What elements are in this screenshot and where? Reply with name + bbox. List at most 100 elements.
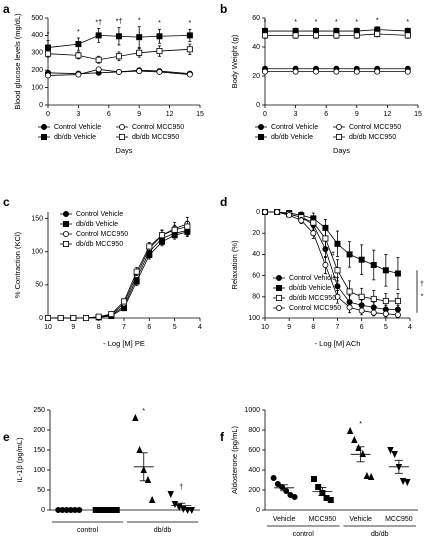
x-tick-label: 0 <box>263 111 267 118</box>
marker <box>121 298 128 305</box>
x-axis-title: - Log [M] ACh <box>315 339 361 348</box>
marker <box>374 68 381 75</box>
x-tick-label: 0 <box>46 111 50 118</box>
marker <box>270 474 277 481</box>
x-tick-label: 15 <box>196 111 204 118</box>
marker <box>261 208 268 215</box>
legend-marker <box>335 124 342 131</box>
annotation: * <box>335 19 338 26</box>
marker <box>394 311 401 318</box>
x-tick-label: 9 <box>137 111 141 118</box>
x-axis-title: - Log [M] PE <box>103 339 145 348</box>
x-axis-title: Days <box>333 146 350 155</box>
marker <box>370 261 377 268</box>
y-tick-label: 200 <box>31 67 43 74</box>
y-tick-label: 500 <box>31 15 43 22</box>
legend-label: Control MCC950 <box>132 124 184 131</box>
x-tick-label: 15 <box>414 111 422 118</box>
panel-label: c <box>3 195 10 209</box>
y-tick-label: 0 <box>39 315 43 322</box>
x-tick-label: 8 <box>97 324 101 331</box>
marker <box>115 68 122 75</box>
x-tick-label: 12 <box>384 111 392 118</box>
marker <box>346 288 353 295</box>
x-tick-label: 8 <box>311 324 315 331</box>
x-tick-label: 5 <box>384 324 388 331</box>
annotation: * <box>376 18 379 25</box>
marker <box>382 267 389 274</box>
legend-marker <box>63 210 70 217</box>
y-tick-label: 100 <box>31 84 43 91</box>
marker <box>351 435 358 444</box>
legend-label: Control MCC950 <box>76 231 128 238</box>
legend-label: db/db Vehicle <box>289 285 331 292</box>
annotation: * <box>158 20 161 27</box>
annotation: * <box>294 19 297 26</box>
y-tick-label: 100 <box>33 467 45 474</box>
marker <box>333 32 340 39</box>
x-tick-label: 12 <box>166 111 174 118</box>
x-tick-label: 4 <box>408 324 412 331</box>
y-tick-label: 1000 <box>244 407 260 414</box>
legend-marker <box>63 220 70 227</box>
x-tick-label: Vehicle <box>273 516 296 523</box>
legend-marker <box>275 284 282 291</box>
y-axis-title: IL-1β (pg/mL) <box>15 437 24 483</box>
marker <box>167 490 174 499</box>
marker <box>394 270 401 277</box>
marker <box>45 72 52 79</box>
annotation: * <box>142 408 145 415</box>
x-tick-label: 3 <box>294 111 298 118</box>
marker <box>346 426 354 435</box>
x-tick-label: 7 <box>122 324 126 331</box>
panel-label: b <box>220 2 227 16</box>
y-tick-label: 100 <box>31 249 43 256</box>
marker <box>334 267 341 274</box>
legend-label: Control Vehicle <box>289 275 336 282</box>
marker <box>359 449 366 458</box>
marker <box>133 268 140 275</box>
x-tick-label: 6 <box>147 324 151 331</box>
marker <box>292 32 299 39</box>
marker <box>95 32 102 39</box>
legend-label: db/db Vehicle <box>54 134 96 141</box>
y-tick-label: 0 <box>256 102 260 109</box>
marker <box>274 208 281 215</box>
y-tick-label: 150 <box>33 447 45 454</box>
x-tick-label: Vehicle <box>349 516 372 523</box>
legend-label: Control Vehicle <box>271 124 318 131</box>
marker <box>261 32 268 39</box>
y-tick-label: 60 <box>252 15 260 22</box>
marker <box>358 256 365 263</box>
annotation: * <box>406 19 409 26</box>
annotation: * <box>138 18 141 25</box>
annotation: † <box>179 484 183 491</box>
marker <box>382 298 389 305</box>
panel-label: f <box>220 430 225 444</box>
marker <box>322 235 329 242</box>
marker <box>310 219 317 226</box>
marker <box>367 472 375 481</box>
annotation: *† <box>95 19 102 26</box>
marker <box>186 32 193 39</box>
marker <box>158 232 165 239</box>
marker <box>186 46 193 53</box>
marker <box>95 56 102 63</box>
marker <box>70 314 77 321</box>
y-tick-label: 40 <box>252 44 260 51</box>
legend-marker <box>119 124 126 131</box>
x-tick-label: 4 <box>198 324 202 331</box>
y-tick-label: 20 <box>252 73 260 80</box>
marker <box>382 310 389 317</box>
y-tick-label: 800 <box>248 427 260 434</box>
legend-marker <box>63 230 70 237</box>
legend-label: db/db MCC950 <box>349 134 396 141</box>
marker <box>45 314 52 321</box>
legend-label: db/db MCC950 <box>132 134 179 141</box>
group-label: control <box>293 531 314 538</box>
panel-label: e <box>3 430 10 444</box>
marker <box>327 496 334 503</box>
y-tick-label: 50 <box>37 487 45 494</box>
marker <box>312 32 319 39</box>
